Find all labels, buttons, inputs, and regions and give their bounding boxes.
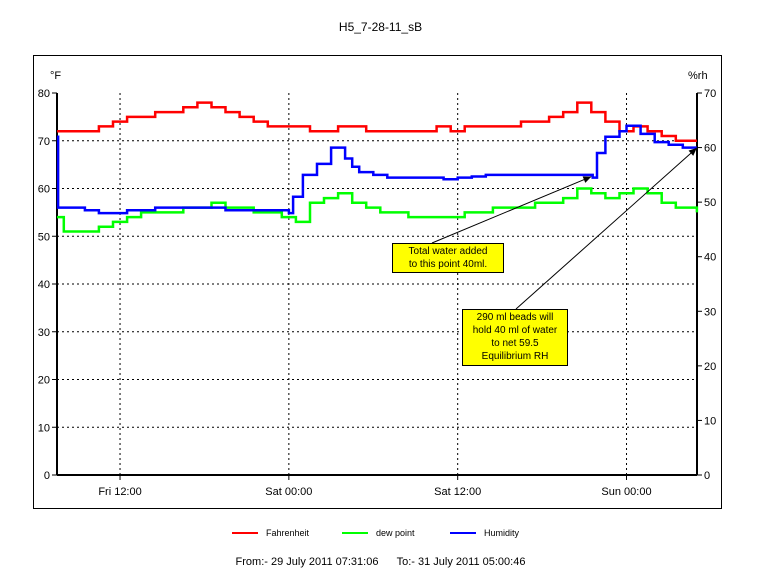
from-label: From:- bbox=[235, 556, 268, 568]
plot-frame bbox=[33, 55, 722, 509]
y-tick-label-right: 70 bbox=[704, 88, 716, 100]
x-tick-label: Sat 00:00 bbox=[265, 486, 312, 498]
y-tick-label-right: 10 bbox=[704, 415, 716, 427]
annotation-layer bbox=[431, 147, 698, 310]
legend-swatch-humidity bbox=[450, 532, 476, 534]
annotation-line: hold 40 ml of water bbox=[472, 325, 558, 336]
y-tick-label-left: 50 bbox=[38, 231, 50, 243]
y-tick-label-right: 30 bbox=[704, 306, 716, 318]
y-tick-label-left: 30 bbox=[38, 327, 50, 339]
series-line-dew-point bbox=[57, 187, 699, 233]
annotation-line: 290 ml beads will bbox=[476, 312, 554, 323]
axis-layer: 0 10 20 30 40 50 60 70 80 0 10 20 30 40 50 60 70 Fri 12:0… bbox=[38, 88, 717, 498]
annotation-equilibrium: 290 ml beads will hold 40 ml of water to… bbox=[462, 309, 568, 366]
right-axis-unit-label: %rh bbox=[688, 70, 708, 82]
annotation-line: to net 59.5 bbox=[491, 338, 539, 349]
annotation-line: Total water added bbox=[408, 246, 488, 257]
series-line-fahrenheit bbox=[57, 101, 697, 143]
y-tick-label-left: 70 bbox=[38, 136, 50, 148]
x-tick-label: Fri 12:00 bbox=[98, 486, 141, 498]
series-line-humidity bbox=[56, 124, 697, 215]
legend: Fahrenheit dew point Humidity bbox=[0, 526, 761, 540]
y-tick-label-left: 20 bbox=[38, 375, 50, 387]
grid-layer bbox=[57, 93, 697, 475]
annotation-arrowhead bbox=[688, 147, 697, 156]
y-tick-label-left: 60 bbox=[38, 184, 50, 196]
y-tick-label-left: 40 bbox=[38, 279, 50, 291]
x-tick-label: Sun 00:00 bbox=[601, 486, 651, 498]
from-value: 29 July 2011 07:31:06 bbox=[271, 556, 379, 568]
y-tick-label-left: 10 bbox=[38, 422, 50, 434]
legend-swatch-fahrenheit bbox=[232, 532, 258, 534]
legend-label-fahrenheit: Fahrenheit bbox=[266, 528, 310, 538]
annotation-arrowhead bbox=[582, 176, 592, 183]
annotation-arrow bbox=[431, 176, 592, 244]
y-tick-label-left: 0 bbox=[44, 470, 50, 482]
y-tick-label-right: 50 bbox=[704, 197, 716, 209]
y-tick-label-right: 0 bbox=[704, 470, 710, 482]
annotation-arrow bbox=[515, 147, 698, 310]
left-axis-unit-label: °F bbox=[50, 70, 61, 82]
to-value: 31 July 2011 05:00:46 bbox=[418, 556, 526, 568]
chart-title: H5_7-28-11_sB bbox=[338, 20, 423, 34]
y-tick-label-right: 20 bbox=[704, 361, 716, 373]
legend-label-dew-point: dew point bbox=[376, 528, 415, 538]
annotation-line: to this point 40ml. bbox=[408, 259, 488, 270]
annotation-total-water: Total water added to this point 40ml. bbox=[392, 243, 504, 273]
y-tick-label-right: 40 bbox=[704, 252, 716, 264]
to-label: To:- bbox=[396, 556, 415, 568]
series-layer bbox=[56, 101, 699, 233]
legend-swatch-dew-point bbox=[342, 532, 368, 534]
y-tick-label-left: 80 bbox=[38, 88, 50, 100]
x-tick-label: Sat 12:00 bbox=[434, 486, 481, 498]
annotation-line: Equilibrium RH bbox=[481, 351, 549, 362]
legend-label-humidity: Humidity bbox=[484, 528, 520, 538]
y-tick-label-right: 60 bbox=[704, 143, 716, 155]
date-range: From:- 29 July 2011 07:31:06 To:- 31 Jul… bbox=[0, 556, 761, 568]
